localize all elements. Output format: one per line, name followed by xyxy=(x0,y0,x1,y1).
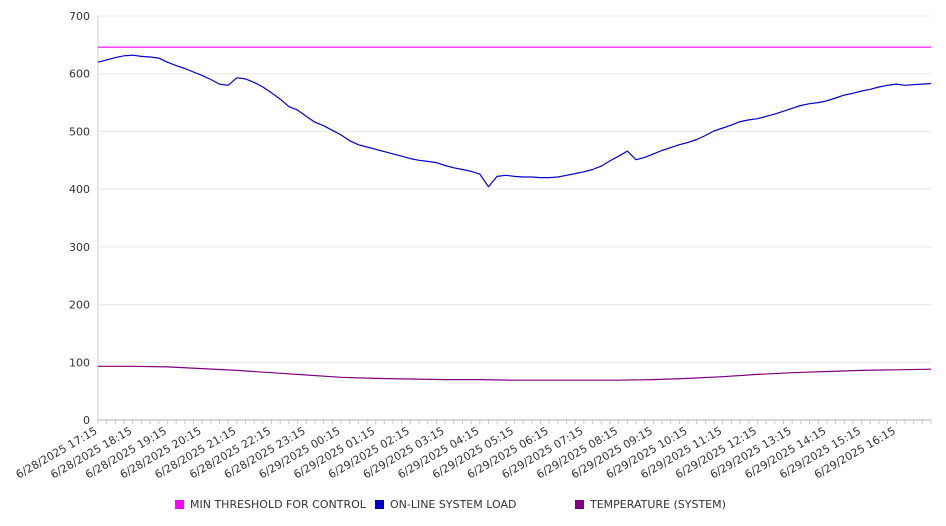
y-tick-label: 500 xyxy=(69,125,90,138)
series-line-on-line-system-load xyxy=(97,54,932,188)
y-tick-label: 300 xyxy=(69,241,90,254)
series-line-temperature-system xyxy=(98,365,932,381)
y-tick-label: 700 xyxy=(69,10,90,23)
y-tick-label: 0 xyxy=(83,414,90,427)
gridlines xyxy=(98,15,931,363)
legend-swatch xyxy=(375,500,384,509)
y-tick-label: 200 xyxy=(69,299,90,312)
series-group xyxy=(97,46,932,381)
y-tick-label: 400 xyxy=(69,183,90,196)
legend-item[interactable]: TEMPERATURE (SYSTEM) xyxy=(575,498,726,511)
y-tick-label: 100 xyxy=(69,356,90,369)
y-axis: 0 100 200 300 400 500 600 700 xyxy=(69,10,99,427)
legend-label: ON-LINE SYSTEM LOAD xyxy=(390,498,517,511)
legend-swatch xyxy=(175,500,184,509)
y-tick-label: 600 xyxy=(69,68,90,81)
legend-label: TEMPERATURE (SYSTEM) xyxy=(590,498,726,511)
legend-label: MIN THRESHOLD FOR CONTROL xyxy=(190,498,366,511)
legend-swatch xyxy=(575,500,584,509)
legend-item[interactable]: MIN THRESHOLD FOR CONTROL xyxy=(175,498,366,511)
legend-item[interactable]: ON-LINE SYSTEM LOAD xyxy=(375,498,516,511)
x-axis: 6/28/2025 17:156/28/2025 18:156/28/2025 … xyxy=(14,419,932,481)
